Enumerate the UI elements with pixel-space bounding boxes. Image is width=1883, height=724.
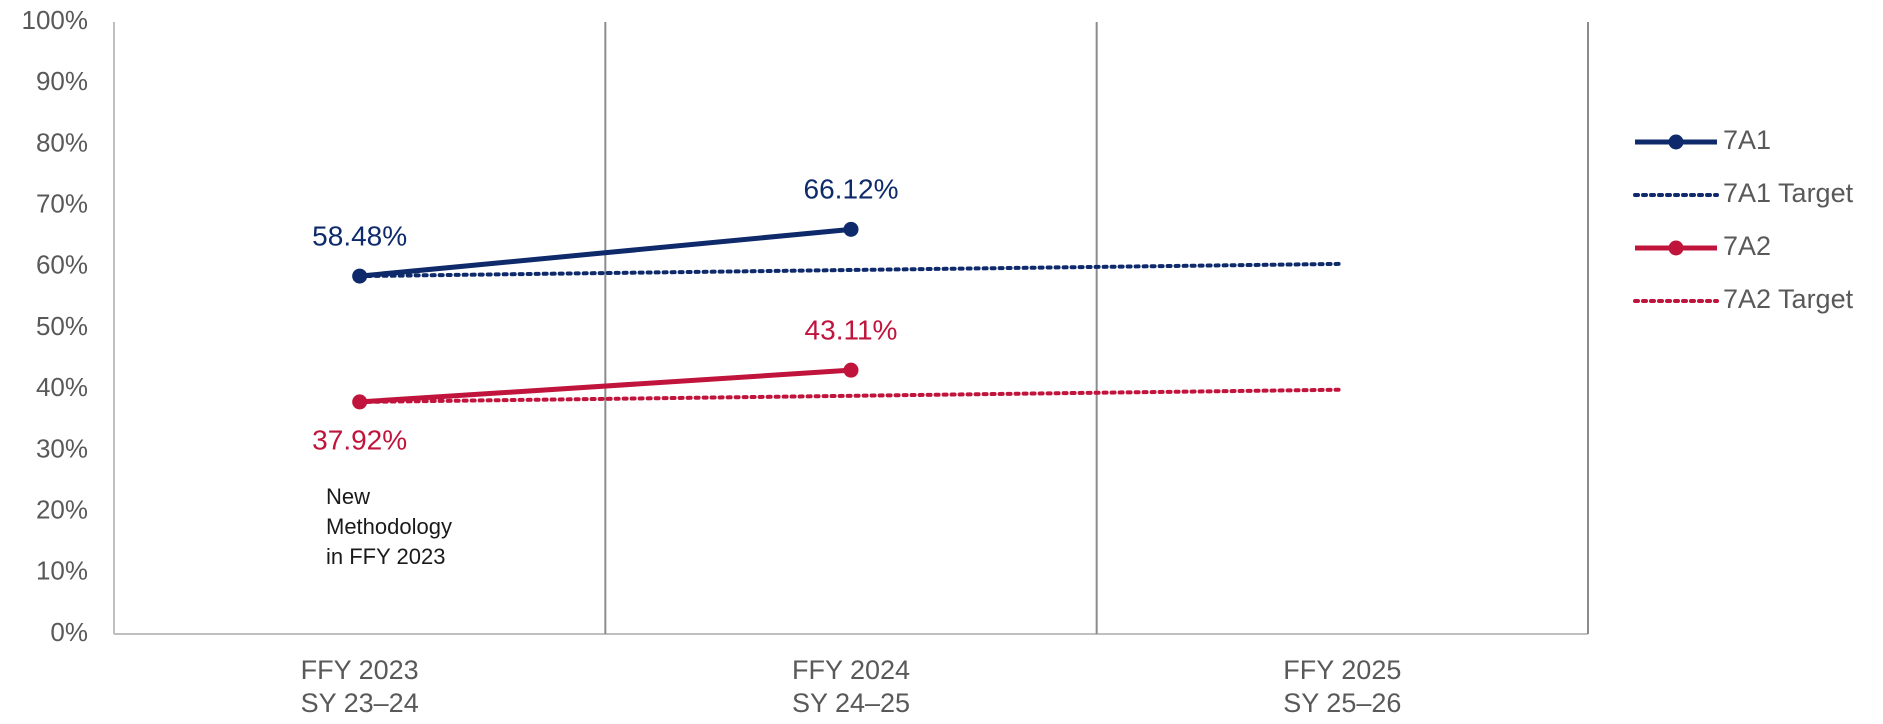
annotation: in FFY 2023 [326,544,445,569]
x-tick-label-line: SY 23–24 [301,688,419,718]
y-tick-label: 100% [22,5,89,35]
legend-label: 7A1 Target [1723,178,1854,208]
annotation: Methodology [326,514,452,539]
series-line [359,367,852,405]
x-tick-label-line: SY 24–25 [792,688,910,718]
y-tick-label: 70% [36,188,88,218]
data-label: 58.48% [312,220,407,251]
x-tick-label: FFY 2023 SY 23–24 [301,655,419,718]
legend-marker [1668,240,1684,256]
y-tick-label: 10% [36,556,88,586]
y-tick-label: 40% [36,372,88,402]
legend-label: 7A2 Target [1723,284,1854,314]
point [843,362,859,378]
y-tick-label: 50% [36,311,88,341]
data-label: 66.12% [804,174,899,205]
legend-label: 7A2 [1723,231,1771,261]
series-line [357,261,1345,279]
y-tick-label: 90% [36,66,88,96]
x-tick-label: FFY 2025 SY 25–26 [1283,655,1401,718]
y-tick-label: 0% [50,617,88,647]
annotation: New [326,484,370,509]
x-tick-label: FFY 2024 SY 24–25 [792,655,910,718]
y-tick-label: 20% [36,494,88,524]
x-tick-label-line: FFY 2023 [301,655,419,685]
x-tick-label-line: SY 25–26 [1283,688,1401,718]
legend-marker [1668,134,1684,150]
series-line [359,226,852,279]
point [843,221,859,237]
legend-label: 7A1 [1723,125,1771,155]
x-tick-label-line: FFY 2025 [1283,655,1401,685]
y-tick-label: 60% [36,250,88,280]
series-line [357,387,1345,404]
data-label: 43.11% [805,315,898,346]
y-tick-label: 30% [36,433,88,463]
y-tick-label: 80% [36,127,88,157]
x-tick-label-line: FFY 2024 [792,655,910,685]
data-label: 37.92% [312,424,407,455]
